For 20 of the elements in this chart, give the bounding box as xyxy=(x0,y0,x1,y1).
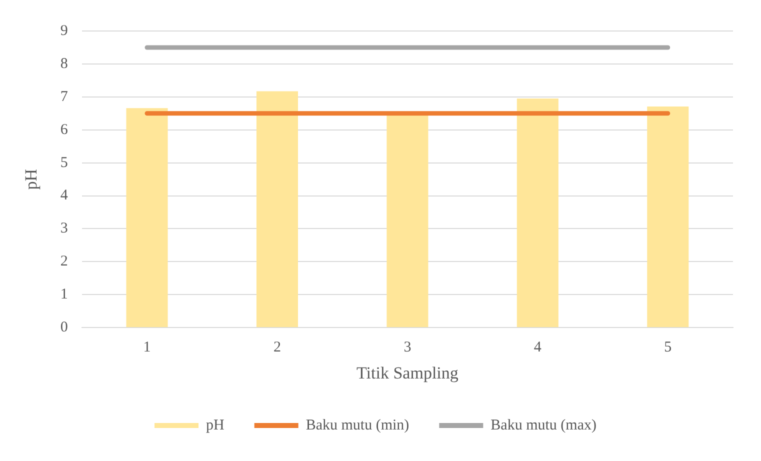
y-tick-label: 0 xyxy=(60,320,68,336)
x-tick-label: 4 xyxy=(534,340,542,356)
x-axis-title: Titik Sampling xyxy=(356,363,459,382)
y-tick-label: 7 xyxy=(60,88,68,105)
y-tick-label: 4 xyxy=(60,188,68,204)
x-tick-label: 2 xyxy=(273,340,281,356)
x-tick-label: 3 xyxy=(404,340,412,356)
y-axis-title: pH xyxy=(22,168,41,190)
y-tick-label: 2 xyxy=(60,254,68,270)
y-tick-label: 9 xyxy=(60,22,68,39)
legend-label: pH xyxy=(206,417,225,434)
y-tick-label: 3 xyxy=(60,220,68,237)
y-tick-label: 6 xyxy=(60,122,68,138)
legend-label: Baku mutu (min) xyxy=(306,417,410,434)
y-tick-label: 5 xyxy=(60,154,68,171)
y-tick-label: 8 xyxy=(60,56,68,72)
x-tick-label: 1 xyxy=(143,340,151,356)
legend-label: Baku mutu (max) xyxy=(490,417,596,434)
y-tick-label: 1 xyxy=(60,286,68,303)
x-tick-label: 5 xyxy=(664,340,672,356)
